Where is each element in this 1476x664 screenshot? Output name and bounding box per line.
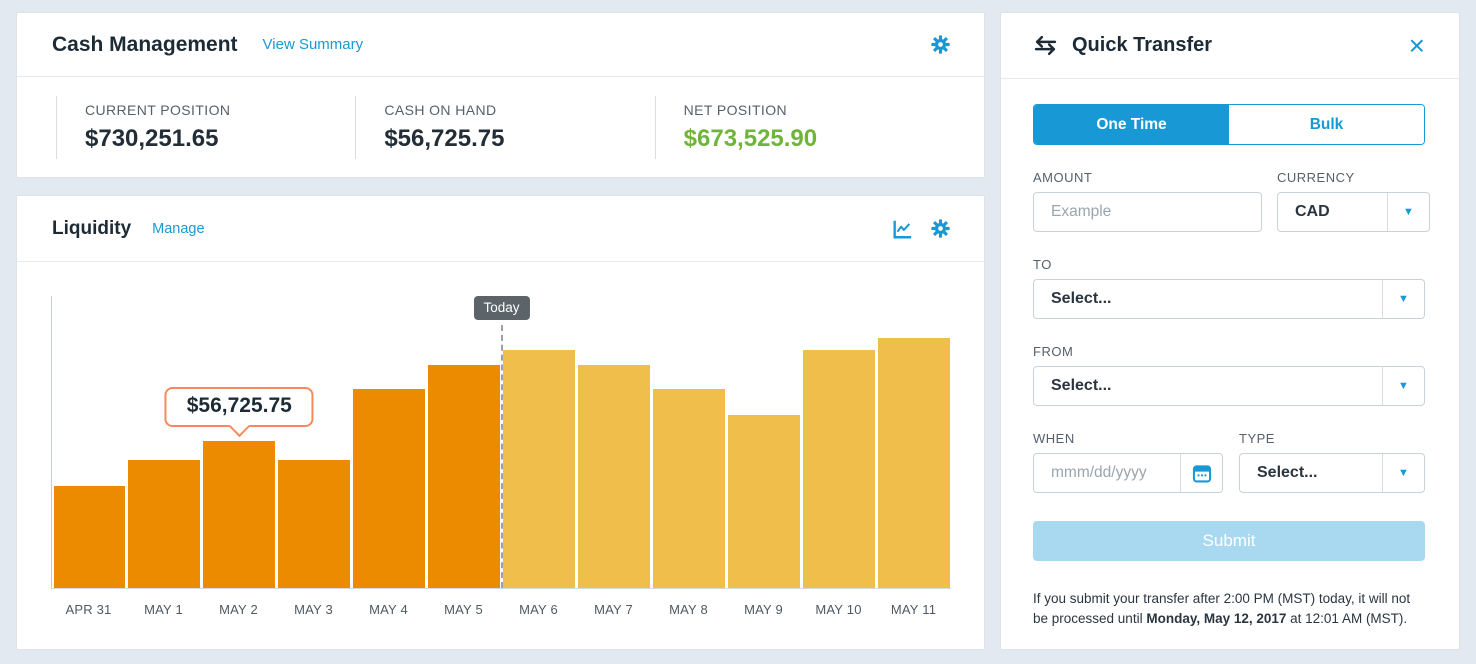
currency-value: CAD: [1295, 203, 1330, 220]
from-dropdown-button[interactable]: ▼: [1382, 367, 1424, 405]
tab-one-time[interactable]: One Time: [1034, 105, 1229, 144]
close-icon[interactable]: ×: [1408, 29, 1425, 61]
when-label: WHEN: [1033, 431, 1075, 446]
bar-may-10[interactable]: [801, 296, 876, 588]
x-axis-label-may-4: MAY 4: [369, 602, 408, 617]
cash-management-title: Cash Management: [52, 32, 238, 56]
note-bold-date: Monday, May 12, 2017: [1146, 611, 1287, 627]
liquidity-header: Liquidity Manage: [17, 196, 984, 262]
to-label: TO: [1033, 257, 1052, 272]
when-date-input[interactable]: [1034, 454, 1180, 492]
x-axis-labels: APR 31 MAY 1 MAY 2 MAY 3 MAY 4 MAY 5 MAY 6 MAY …: [51, 602, 951, 617]
stat-net-position: NET POSITION $673,525.90: [654, 95, 954, 159]
chevron-down-icon: ▼: [1398, 380, 1409, 392]
gear-icon[interactable]: [930, 34, 951, 55]
x-axis-label-may-10: MAY 10: [815, 602, 862, 617]
tab-bulk[interactable]: Bulk: [1229, 105, 1424, 144]
manage-link[interactable]: Manage: [152, 220, 205, 237]
x-axis-label-may-9: MAY 9: [744, 602, 783, 617]
transfer-type-tabs: One Time Bulk: [1033, 104, 1425, 145]
quick-transfer-title: Quick Transfer: [1072, 34, 1213, 56]
transfer-arrows-icon: [1033, 33, 1058, 58]
chevron-down-icon: ▼: [1403, 206, 1414, 218]
x-axis-label-may-5: MAY 5: [444, 602, 483, 617]
x-axis-label-may-2: MAY 2: [219, 602, 258, 617]
submit-button[interactable]: Submit: [1033, 521, 1425, 561]
chevron-down-icon: ▼: [1398, 293, 1409, 305]
stat-value: $730,251.65: [85, 124, 219, 152]
x-axis-label-may-1: MAY 1: [144, 602, 183, 617]
bar-may-1[interactable]: [127, 296, 202, 588]
from-label: FROM: [1033, 344, 1074, 359]
bar-may-6[interactable]: [502, 296, 577, 588]
cash-management-card: Cash Management View Summary: [16, 12, 985, 178]
cash-stats-row: CURRENT POSITION $730,251.65 CASH ON HAN…: [17, 77, 984, 177]
currency-select[interactable]: CAD ▼: [1277, 192, 1430, 232]
bar-may-5[interactable]: [427, 296, 502, 588]
quick-transfer-card: Quick Transfer × One Time Bulk AMOUNT CU…: [1000, 12, 1460, 650]
bar-may-2[interactable]: [202, 296, 277, 588]
bar-apr-31[interactable]: [52, 296, 127, 588]
bar-may-9[interactable]: [726, 296, 801, 588]
left-column: Cash Management View Summary: [16, 12, 985, 652]
liquidity-card: Liquidity Manage: [16, 195, 985, 650]
type-value: Select...: [1257, 464, 1318, 481]
amount-input[interactable]: [1034, 193, 1261, 231]
type-dropdown-button[interactable]: ▼: [1382, 454, 1424, 492]
bar-may-7[interactable]: [576, 296, 651, 588]
stat-label: CASH ON HAND: [384, 101, 497, 118]
quick-transfer-header: Quick Transfer ×: [1001, 13, 1459, 79]
bar-may-4[interactable]: [352, 296, 427, 588]
bar-series: [52, 296, 951, 588]
stat-value: $56,725.75: [384, 124, 505, 152]
stat-cash-on-hand: CASH ON HAND $56,725.75: [355, 95, 654, 159]
chevron-down-icon: ▼: [1398, 467, 1409, 479]
bar-may-3[interactable]: [277, 296, 352, 588]
note-text: If you submit your transfer after 2:00 P…: [1033, 591, 1411, 627]
when-field: [1033, 453, 1223, 493]
today-line: [500, 325, 503, 588]
type-label: TYPE: [1239, 431, 1275, 446]
currency-dropdown-button[interactable]: ▼: [1387, 193, 1429, 231]
liquidity-chart: Today $56,725.75 APR 31 MAY 1 MAY 2 MAY 3 MA…: [17, 262, 984, 617]
today-badge: Today: [473, 296, 530, 320]
gear-icon[interactable]: [930, 218, 951, 239]
quick-transfer-body: One Time Bulk AMOUNT CURRENCY CAD ▼: [1001, 79, 1459, 630]
x-axis-label-apr-31: APR 31: [65, 602, 112, 617]
cash-management-header: Cash Management View Summary: [17, 13, 984, 77]
stat-label: NET POSITION: [683, 101, 787, 118]
stat-current-position: CURRENT POSITION $730,251.65: [56, 95, 355, 159]
bar-may-8[interactable]: [651, 296, 726, 588]
bar-may-11[interactable]: [876, 296, 951, 588]
liquidity-title: Liquidity: [52, 217, 132, 239]
view-summary-link[interactable]: View Summary: [262, 36, 364, 53]
to-value: Select...: [1051, 290, 1112, 307]
chart-plot-area: Today $56,725.75: [51, 296, 951, 589]
note-text: at 12:01 AM (MST).: [1286, 611, 1408, 627]
transfer-deadline-note: If you submit your transfer after 2:00 P…: [1033, 589, 1425, 630]
tooltip-value: $56,725.75: [186, 394, 292, 418]
x-axis-label-may-3: MAY 3: [294, 602, 333, 617]
x-axis-label-may-8: MAY 8: [669, 602, 708, 617]
line-chart-icon[interactable]: [891, 218, 913, 240]
value-tooltip: $56,725.75: [164, 387, 314, 428]
stat-value: $673,525.90: [683, 124, 818, 152]
amount-label: AMOUNT: [1033, 170, 1093, 185]
calendar-icon: [1191, 462, 1213, 484]
x-axis-label-may-7: MAY 7: [594, 602, 633, 617]
type-select[interactable]: Select... ▼: [1239, 453, 1425, 493]
from-value: Select...: [1051, 377, 1112, 394]
calendar-button[interactable]: [1180, 454, 1222, 492]
amount-field: [1033, 192, 1262, 232]
x-axis-label-may-11: MAY 11: [890, 602, 937, 617]
x-axis-label-may-6: MAY 6: [519, 602, 558, 617]
to-select[interactable]: Select... ▼: [1033, 279, 1425, 319]
to-dropdown-button[interactable]: ▼: [1382, 280, 1424, 318]
from-select[interactable]: Select... ▼: [1033, 366, 1425, 406]
stat-label: CURRENT POSITION: [85, 101, 231, 118]
currency-label: CURRENCY: [1277, 170, 1355, 185]
